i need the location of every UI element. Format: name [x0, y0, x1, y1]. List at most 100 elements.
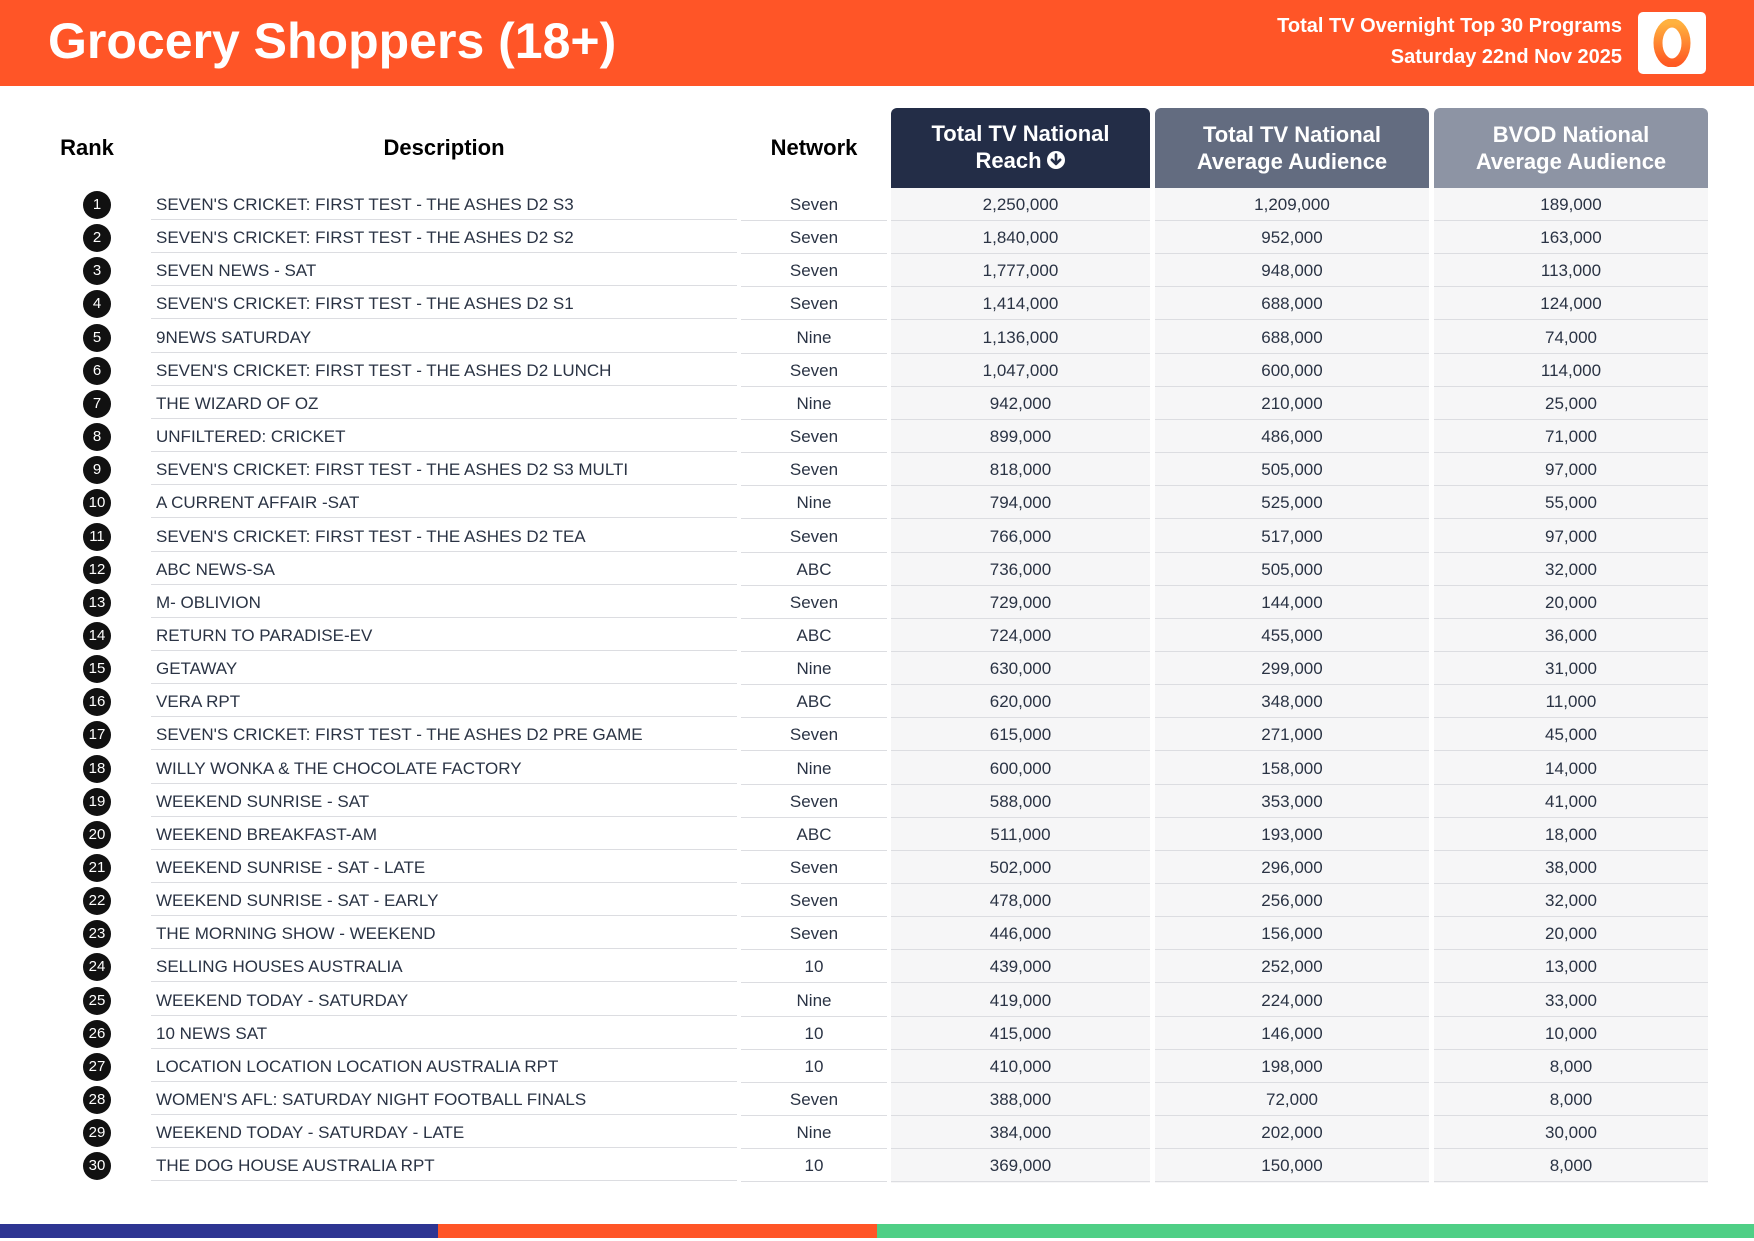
reach-cell: 478,000 — [891, 884, 1150, 918]
rank-badge: 1 — [83, 191, 111, 219]
bvod-header-line2: Average Audience — [1475, 149, 1667, 174]
network-cell: ABC — [741, 553, 887, 586]
rank-badge: 7 — [83, 389, 111, 418]
reach-cell: 511,000 — [891, 818, 1150, 851]
bvod-average-cell: 113,000 — [1434, 254, 1708, 288]
zero-logo-icon — [1653, 19, 1691, 67]
rank-badge: 8 — [83, 423, 111, 452]
reach-cell: 439,000 — [891, 950, 1150, 984]
network-cell: Nine — [741, 321, 887, 354]
network-cell: 10 — [741, 1149, 887, 1183]
table-row: 30 THE DOG HOUSE AUSTRALIA RPT 10 369,000 15… — [0, 1149, 1754, 1183]
reach-cell: 615,000 — [891, 718, 1150, 752]
tv-average-cell: 156,000 — [1155, 917, 1429, 951]
tv-average-cell: 505,000 — [1155, 453, 1429, 487]
network-cell: Seven — [741, 254, 887, 288]
network-cell: Seven — [741, 221, 887, 255]
rank-badge: 15 — [83, 655, 111, 684]
reach-cell: 2,250,000 — [891, 188, 1150, 221]
program-description: WEEKEND TODAY - SATURDAY — [151, 984, 737, 1016]
tv-average-cell: 688,000 — [1155, 287, 1429, 321]
tv-header-line1: Total TV National — [1202, 122, 1382, 147]
tv-average-cell: 296,000 — [1155, 851, 1429, 884]
network-cell: Seven — [741, 520, 887, 553]
bvod-average-cell: 32,000 — [1434, 884, 1708, 918]
bvod-average-cell: 55,000 — [1434, 486, 1708, 520]
network-cell: Nine — [741, 486, 887, 520]
reach-cell: 369,000 — [891, 1149, 1150, 1183]
table-row: 19 WEEKEND SUNRISE - SAT Seven 588,000 353,0… — [0, 785, 1754, 818]
page-header: Grocery Shoppers (18+) Total TV Overnigh… — [0, 0, 1754, 86]
rank-badge: 12 — [83, 555, 111, 584]
rank-badge: 27 — [83, 1052, 111, 1081]
rank-badge: 5 — [83, 323, 111, 352]
table-row: 10 A CURRENT AFFAIR -SAT Nine 794,000 525,00… — [0, 486, 1754, 520]
tv-average-cell: 146,000 — [1155, 1017, 1429, 1050]
table-row: 17 SEVEN'S CRICKET: FIRST TEST - THE ASHE… — [0, 718, 1754, 752]
table-row: 20 WEEKEND BREAKFAST-AM ABC 511,000 193,000 1… — [0, 818, 1754, 851]
tv-average-cell: 224,000 — [1155, 984, 1429, 1017]
network-cell: Seven — [741, 586, 887, 619]
program-description: A CURRENT AFFAIR -SAT — [151, 486, 737, 519]
program-description: THE DOG HOUSE AUSTRALIA RPT — [151, 1149, 737, 1182]
tv-column-background — [1155, 188, 1429, 1183]
program-description: 10 NEWS SAT — [151, 1017, 737, 1049]
page-title: Grocery Shoppers (18+) — [48, 13, 617, 69]
network-cell: Nine — [741, 652, 887, 686]
program-description: UNFILTERED: CRICKET — [151, 420, 737, 453]
network-cell: 10 — [741, 950, 887, 984]
bvod-average-cell: 124,000 — [1434, 287, 1708, 321]
program-description: WEEKEND BREAKFAST-AM — [151, 818, 737, 850]
sort-descending-icon[interactable] — [1046, 149, 1066, 176]
table-row: 28 WOMEN'S AFL: SATURDAY NIGHT FOOTBALL F… — [0, 1083, 1754, 1117]
column-header-tv-average: Total TV National Average Audience — [1155, 108, 1429, 188]
rank-badge: 17 — [83, 721, 111, 750]
table-row: 8 UNFILTERED: CRICKET Seven 899,000 486,000 7… — [0, 420, 1754, 454]
program-description: WOMEN'S AFL: SATURDAY NIGHT FOOTBALL FIN… — [151, 1083, 737, 1116]
rank-badge: 23 — [83, 920, 111, 949]
network-cell: Seven — [741, 287, 887, 321]
rank-badge: 30 — [83, 1152, 111, 1181]
bvod-average-cell: 189,000 — [1434, 188, 1708, 221]
table-row: 23 THE MORNING SHOW - WEEKEND Seven 446,000… — [0, 917, 1754, 951]
network-cell: Seven — [741, 188, 887, 221]
tv-average-cell: 299,000 — [1155, 652, 1429, 686]
table-row: 3 SEVEN NEWS - SAT Seven 1,777,000 948,000 11… — [0, 254, 1754, 288]
rank-badge: 29 — [83, 1119, 111, 1148]
report-subtitle: Total TV Overnight Top 30 Programs — [1277, 15, 1622, 37]
rank-badge: 18 — [83, 754, 111, 783]
program-description: SEVEN'S CRICKET: FIRST TEST - THE ASHES … — [151, 287, 737, 320]
column-header-reach[interactable]: Total TV National Reach — [891, 108, 1150, 188]
table-row: 22 WEEKEND SUNRISE - SAT - EARLY Seven 478,… — [0, 884, 1754, 918]
rank-badge: 19 — [83, 787, 111, 816]
program-description: SELLING HOUSES AUSTRALIA — [151, 950, 737, 983]
network-cell: Seven — [741, 785, 887, 818]
rank-badge: 22 — [83, 887, 111, 916]
rank-badge: 3 — [83, 257, 111, 286]
tv-average-cell: 144,000 — [1155, 586, 1429, 619]
rank-badge: 6 — [83, 356, 111, 385]
network-cell: Seven — [741, 1083, 887, 1117]
network-cell: Nine — [741, 752, 887, 785]
network-cell: Seven — [741, 851, 887, 884]
program-description: ABC NEWS-SA — [151, 553, 737, 585]
bvod-average-cell: 97,000 — [1434, 520, 1708, 553]
rank-badge: 25 — [83, 986, 111, 1015]
bvod-average-cell: 36,000 — [1434, 619, 1708, 652]
rank-badge: 4 — [83, 290, 111, 319]
reach-header-line2: Reach — [975, 148, 1042, 173]
tv-average-cell: 1,209,000 — [1155, 188, 1429, 221]
bvod-average-cell: 20,000 — [1434, 586, 1708, 619]
tv-average-cell: 150,000 — [1155, 1149, 1429, 1183]
reach-cell: 899,000 — [891, 420, 1150, 454]
program-description: SEVEN'S CRICKET: FIRST TEST - THE ASHES … — [151, 188, 737, 220]
tv-average-cell: 348,000 — [1155, 685, 1429, 719]
tv-average-cell: 72,000 — [1155, 1083, 1429, 1117]
rank-badge: 26 — [83, 1019, 111, 1048]
program-description: RETURN TO PARADISE-EV — [151, 619, 737, 651]
bvod-average-cell: 31,000 — [1434, 652, 1708, 686]
program-description: SEVEN'S CRICKET: FIRST TEST - THE ASHES … — [151, 718, 737, 751]
program-description: VERA RPT — [151, 685, 737, 718]
bvod-average-cell: 114,000 — [1434, 354, 1708, 387]
reach-cell: 1,414,000 — [891, 287, 1150, 321]
